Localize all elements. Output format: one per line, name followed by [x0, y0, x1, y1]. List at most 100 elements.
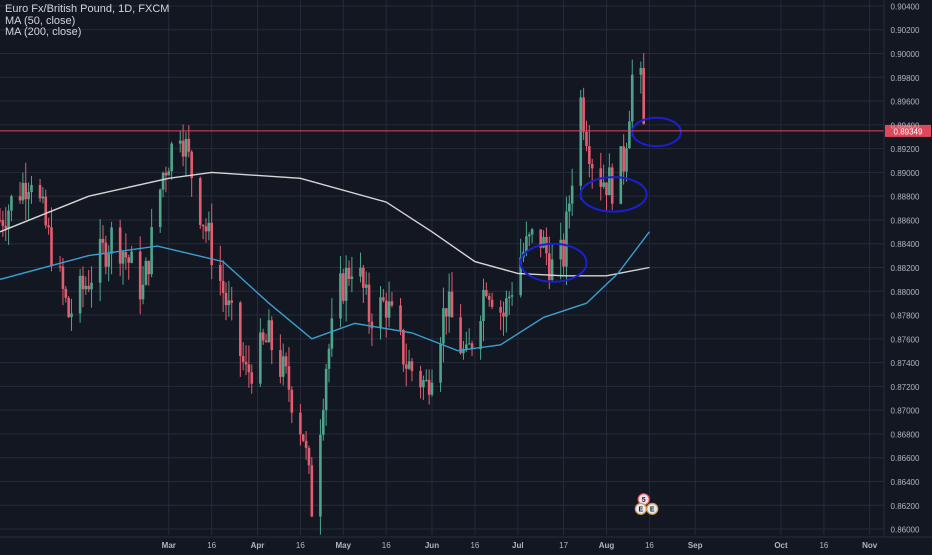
x-tick-label: 16: [207, 541, 216, 550]
price-axis[interactable]: 0.86000 0.86200 0.86400 0.86600 0.86800 0.870…: [883, 0, 920, 537]
last-price-line: 0.89349: [0, 124, 931, 137]
candle-body: [247, 364, 251, 373]
candle-body: [181, 140, 185, 157]
y-tick-label: 0.89000: [891, 169, 920, 178]
candle-body: [399, 305, 402, 330]
y-tick-label: 0.87000: [891, 407, 920, 416]
y-tick-label: 0.89800: [891, 74, 920, 83]
y-tick-label: 0.88200: [891, 264, 920, 273]
candle-body: [570, 185, 574, 204]
candle-body: [187, 138, 191, 152]
candle-body: [4, 225, 8, 229]
candle-body: [84, 285, 88, 290]
annotation-ellipse[interactable]: [519, 242, 588, 283]
candle-body: [307, 447, 311, 466]
candle-body: [442, 308, 445, 344]
candle-body: [18, 196, 22, 201]
candle-body: [550, 259, 554, 280]
candle-body: [482, 289, 485, 322]
candle-body: [207, 222, 211, 232]
ma200-legend-label[interactable]: MA (200, close): [5, 26, 82, 38]
candle-body: [299, 412, 302, 435]
event-marker[interactable]: 5 21: [637, 493, 656, 506]
candle-body: [310, 465, 314, 517]
candle-body: [525, 236, 528, 252]
candle-body: [279, 350, 282, 377]
candle-body: [138, 251, 142, 300]
candle-body: [301, 434, 305, 441]
candle-body: [144, 260, 148, 285]
y-tick-label: 0.89200: [891, 145, 920, 154]
candle-body: [98, 238, 102, 283]
candle-body: [642, 68, 645, 125]
time-axis[interactable]: Mar 16 Apr 16 May 16 Jun 16 Jul 17 Aug 16 Sep Oct 16 No…: [0, 536, 932, 550]
candle-body: [270, 320, 274, 351]
candle-body: [27, 192, 30, 200]
event-marker[interactable]: E: [634, 502, 647, 515]
candle-body: [290, 389, 294, 413]
candle-body: [444, 308, 448, 317]
candle-body: [141, 284, 145, 300]
candle-body: [439, 343, 442, 383]
x-tick-label: 16: [382, 541, 391, 550]
symbol-title[interactable]: Euro Fx/British Pound, 1D, FXCM: [5, 3, 170, 15]
candle-body: [190, 151, 193, 179]
candle-body: [78, 275, 82, 314]
candle-body: [390, 301, 394, 306]
candle-body: [178, 140, 182, 144]
candle-body: [244, 361, 248, 365]
candle-body: [565, 211, 568, 267]
annotation-ellipse[interactable]: [631, 116, 682, 148]
candle-body: [304, 440, 308, 448]
x-tick-label: Apr: [251, 541, 265, 550]
candle-body: [608, 167, 611, 196]
x-tick-label: Nov: [862, 541, 878, 550]
ma200-line: [0, 171, 650, 277]
event-markers[interactable]: 5 21 E E: [634, 493, 659, 515]
candle-body: [370, 321, 374, 329]
candle-body: [602, 182, 605, 187]
event-marker-circle: [646, 502, 659, 515]
event-marker-label: E: [650, 506, 655, 513]
candle-body: [198, 178, 202, 225]
annotations: [519, 116, 682, 283]
candle-body: [204, 226, 208, 232]
annotation-ellipse[interactable]: [579, 176, 648, 213]
candle-body: [407, 361, 411, 369]
candle-body: [568, 203, 571, 212]
y-tick-label: 0.86600: [891, 454, 920, 463]
candle-body: [167, 171, 171, 176]
candle-body: [505, 298, 508, 317]
ma50-line: [0, 231, 650, 352]
candle-body: [588, 146, 591, 164]
candle-body: [110, 227, 113, 254]
event-marker-label: 5: [642, 497, 646, 504]
candle-body: [30, 184, 33, 193]
candle-body: [582, 97, 585, 132]
y-tick-label: 0.87800: [891, 312, 920, 321]
candle-body: [327, 348, 331, 369]
candle-body: [342, 273, 345, 301]
candle-body: [124, 252, 128, 258]
x-tick-label: 17: [559, 541, 568, 550]
ma50-legend-label[interactable]: MA (50, close): [5, 14, 76, 27]
y-tick-label: 0.89600: [891, 98, 920, 107]
candle-body: [628, 121, 631, 149]
candle-body: [267, 320, 271, 343]
y-tick-label: 0.87600: [891, 335, 920, 344]
candle-body: [447, 291, 451, 317]
candle-body: [419, 370, 422, 388]
x-tick-label: 16: [470, 541, 479, 550]
candle-body: [350, 276, 354, 279]
candle-body: [161, 172, 165, 190]
event-marker[interactable]: E: [646, 502, 659, 515]
y-tick-label: 0.88400: [891, 240, 920, 249]
candle-body: [467, 343, 471, 345]
candle-body: [519, 257, 522, 296]
candle-body: [339, 273, 342, 319]
candle-body: [38, 184, 42, 199]
candle-body: [324, 368, 328, 411]
candle-body: [427, 379, 431, 395]
